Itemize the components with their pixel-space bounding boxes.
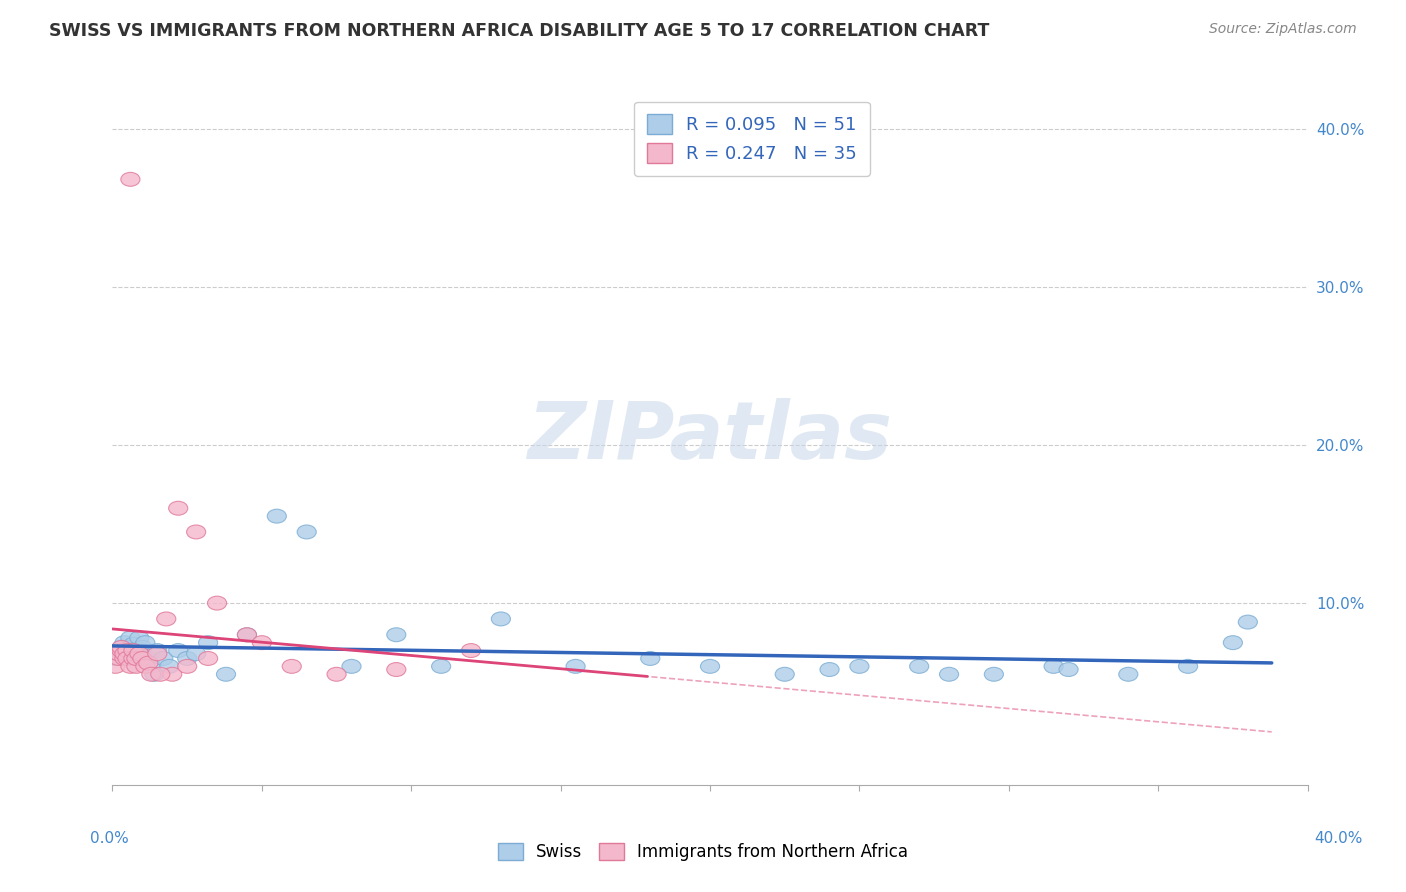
Ellipse shape [105, 651, 125, 665]
Ellipse shape [387, 628, 406, 641]
Ellipse shape [187, 647, 205, 661]
Ellipse shape [775, 667, 794, 681]
Ellipse shape [1059, 663, 1078, 676]
Ellipse shape [118, 644, 136, 657]
Ellipse shape [124, 637, 143, 651]
Ellipse shape [115, 647, 134, 661]
Ellipse shape [129, 644, 149, 657]
Ellipse shape [208, 596, 226, 610]
Legend: Swiss, Immigrants from Northern Africa: Swiss, Immigrants from Northern Africa [491, 836, 915, 868]
Ellipse shape [267, 509, 287, 523]
Ellipse shape [820, 663, 839, 676]
Ellipse shape [132, 647, 152, 661]
Ellipse shape [118, 651, 136, 665]
Ellipse shape [115, 651, 134, 665]
Ellipse shape [148, 647, 167, 661]
Ellipse shape [121, 640, 141, 655]
Ellipse shape [342, 659, 361, 673]
Ellipse shape [145, 667, 165, 681]
Ellipse shape [252, 636, 271, 649]
Ellipse shape [124, 647, 143, 661]
Ellipse shape [124, 651, 143, 665]
Ellipse shape [112, 640, 131, 655]
Ellipse shape [118, 651, 136, 665]
Ellipse shape [387, 663, 406, 676]
Ellipse shape [641, 651, 659, 665]
Ellipse shape [700, 659, 720, 673]
Ellipse shape [198, 636, 218, 649]
Ellipse shape [136, 636, 155, 649]
Ellipse shape [148, 644, 167, 657]
Legend: R = 0.095   N = 51, R = 0.247   N = 35: R = 0.095 N = 51, R = 0.247 N = 35 [634, 102, 870, 176]
Ellipse shape [127, 651, 146, 665]
Ellipse shape [491, 612, 510, 626]
Ellipse shape [198, 651, 218, 665]
Ellipse shape [129, 631, 149, 645]
Ellipse shape [127, 651, 146, 665]
Ellipse shape [136, 659, 155, 673]
Ellipse shape [177, 659, 197, 673]
Ellipse shape [849, 659, 869, 673]
Ellipse shape [283, 659, 301, 673]
Ellipse shape [1045, 659, 1063, 673]
Text: Source: ZipAtlas.com: Source: ZipAtlas.com [1209, 22, 1357, 37]
Ellipse shape [238, 628, 256, 641]
Ellipse shape [910, 659, 929, 673]
Ellipse shape [112, 644, 131, 657]
Ellipse shape [156, 612, 176, 626]
Ellipse shape [153, 651, 173, 665]
Ellipse shape [142, 659, 160, 673]
Ellipse shape [108, 651, 128, 665]
Ellipse shape [127, 642, 146, 656]
Ellipse shape [1119, 667, 1137, 681]
Ellipse shape [112, 640, 131, 655]
Ellipse shape [238, 628, 256, 641]
Ellipse shape [984, 667, 1004, 681]
Ellipse shape [461, 644, 481, 657]
Ellipse shape [328, 667, 346, 681]
Ellipse shape [132, 651, 152, 665]
Ellipse shape [1178, 659, 1198, 673]
Text: SWISS VS IMMIGRANTS FROM NORTHERN AFRICA DISABILITY AGE 5 TO 17 CORRELATION CHAR: SWISS VS IMMIGRANTS FROM NORTHERN AFRICA… [49, 22, 990, 40]
Ellipse shape [139, 657, 157, 670]
Ellipse shape [142, 667, 160, 681]
Ellipse shape [124, 644, 143, 657]
Ellipse shape [297, 525, 316, 539]
Text: 40.0%: 40.0% [1315, 831, 1362, 847]
Ellipse shape [1239, 615, 1257, 629]
Ellipse shape [160, 659, 179, 673]
Ellipse shape [217, 667, 236, 681]
Ellipse shape [139, 651, 157, 665]
Ellipse shape [121, 631, 141, 645]
Ellipse shape [432, 659, 451, 673]
Ellipse shape [169, 644, 188, 657]
Ellipse shape [163, 667, 181, 681]
Ellipse shape [108, 647, 128, 661]
Ellipse shape [121, 172, 141, 186]
Ellipse shape [1223, 636, 1243, 649]
Ellipse shape [121, 659, 141, 673]
Ellipse shape [108, 644, 128, 657]
Ellipse shape [177, 651, 197, 665]
Ellipse shape [187, 525, 205, 539]
Ellipse shape [105, 659, 125, 673]
Ellipse shape [115, 636, 134, 649]
Ellipse shape [118, 644, 136, 657]
Text: ZIPatlas: ZIPatlas [527, 398, 893, 476]
Ellipse shape [939, 667, 959, 681]
Ellipse shape [127, 659, 146, 673]
Ellipse shape [129, 647, 149, 661]
Ellipse shape [169, 501, 188, 516]
Ellipse shape [115, 647, 134, 661]
Ellipse shape [132, 640, 152, 655]
Text: 0.0%: 0.0% [90, 831, 129, 847]
Ellipse shape [567, 659, 585, 673]
Ellipse shape [150, 667, 170, 681]
